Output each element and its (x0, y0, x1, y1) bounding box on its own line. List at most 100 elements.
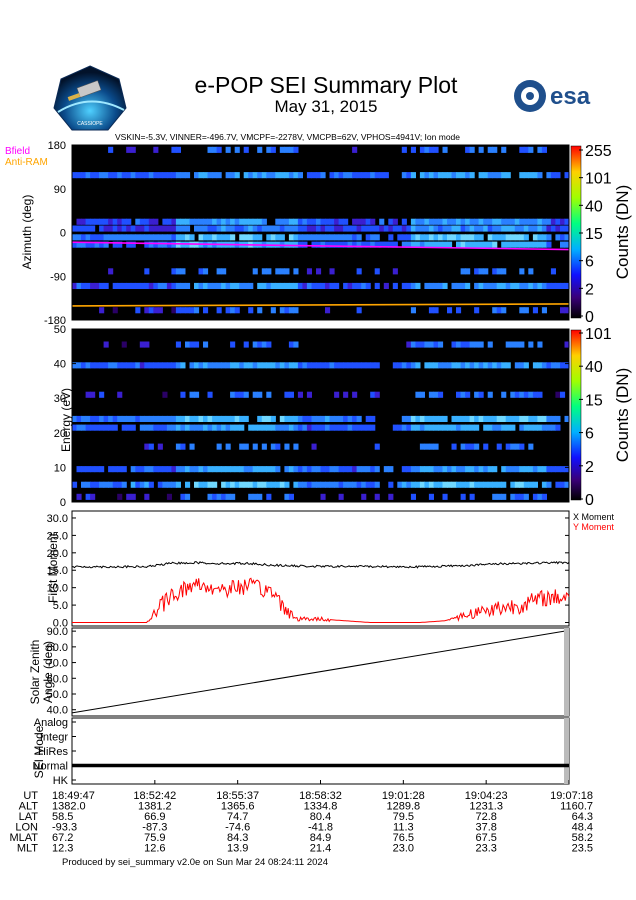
energy-band-1-cell (465, 362, 471, 369)
azimuth-band-2-cell (532, 218, 538, 225)
energy-band-8-cell (266, 493, 272, 500)
energy-band-3-cell (460, 415, 466, 422)
energy-band-7-cell (401, 481, 407, 488)
energy-band-1-cell (221, 362, 227, 369)
azimuth-band-1-cell (288, 172, 294, 179)
energy-band-3-cell (198, 415, 204, 422)
azimuth-band-8-cell (293, 307, 299, 314)
y-moment-line (72, 577, 570, 623)
azimuth-band-1-cell (252, 172, 258, 179)
energy-band-7-cell (361, 481, 367, 488)
azimuth-band-7-cell (266, 282, 272, 289)
azimuth-band-6-cell (465, 268, 471, 275)
time-axis-value: 19:04:23 (465, 790, 508, 802)
energy-band-5-cell (528, 443, 534, 450)
azimuth-band-8-cell (230, 307, 236, 314)
azimuth-band-2-cell (433, 218, 439, 225)
time-axis-value: 84.3 (227, 832, 248, 844)
energy-band-6-cell (415, 466, 421, 473)
legend-bfield: Bfield (5, 146, 30, 157)
energy-band-6-cell (519, 466, 525, 473)
azimuth-band-5-cell (469, 241, 475, 248)
energy-band-7-cell (320, 481, 326, 488)
azimuth-band-4-cell (162, 234, 168, 241)
azimuth-colorbar-tick-label: 101 (585, 171, 612, 188)
azimuth-band-1-cell (505, 172, 511, 179)
energy-band-2-cell (234, 391, 240, 398)
azimuth-band-4-cell (469, 234, 475, 241)
legend-antiram: Anti-RAM (5, 157, 48, 168)
azimuth-ytick-label: -90 (50, 271, 66, 283)
azimuth-band-7-cell (198, 282, 204, 289)
azimuth-band-5-cell (519, 241, 525, 248)
azimuth-band-3-cell (483, 225, 489, 232)
time-axis-row-label: MLAT (9, 832, 38, 844)
azimuth-band-7-cell (288, 282, 294, 289)
azimuth-band-3-cell (541, 225, 547, 232)
azimuth-band-7-cell (523, 282, 529, 289)
energy-band-6-cell (388, 466, 394, 473)
energy-band-1-cell (157, 362, 163, 369)
azimuth-band-7-cell (230, 282, 236, 289)
azimuth-band-3-cell (85, 225, 91, 232)
azimuth-band-7-cell (528, 282, 534, 289)
energy-band-4-cell (523, 424, 529, 431)
energy-band-7-cell (144, 481, 150, 488)
energy-band-7-cell (519, 481, 525, 488)
azimuth-band-3-cell (546, 225, 552, 232)
azimuth-band-3-cell (528, 225, 534, 232)
time-axis-row-label: LAT (19, 811, 39, 823)
energy-band-3-cell (139, 415, 145, 422)
energy-band-6-cell (94, 466, 100, 473)
first-moment-ytick-label: 15.0 (47, 565, 68, 577)
energy-band-6-cell (157, 466, 163, 473)
energy-band-3-cell (148, 415, 154, 422)
azimuth-band-5-cell (297, 241, 303, 248)
energy-band-0-cell (415, 341, 421, 348)
azimuth-band-4-cell (410, 234, 416, 241)
azimuth-band-1-cell (135, 172, 141, 179)
energy-band-3-cell (356, 415, 362, 422)
azimuth-band-5-cell (415, 241, 421, 248)
time-axis-value: 75.9 (144, 832, 165, 844)
energy-band-3-cell (99, 415, 105, 422)
energy-band-6-cell (130, 466, 136, 473)
energy-band-8-cell (288, 493, 294, 500)
energy-band-2-cell (194, 391, 200, 398)
azimuth-band-4-cell (198, 234, 204, 241)
energy-band-8-cell (519, 493, 525, 500)
azimuth-band-4-cell (505, 234, 511, 241)
energy-band-2-cell (433, 391, 439, 398)
azimuth-band-1-cell (266, 172, 272, 179)
energy-band-5-cell (514, 443, 520, 450)
time-axis-value: 84.9 (310, 832, 331, 844)
azimuth-band-5-cell (144, 241, 150, 248)
energy-band-4-cell (528, 424, 534, 431)
azimuth-band-2-cell (207, 218, 213, 225)
sei-mode-panel: Analog Integr HiRes Normal HK SEI Mode (32, 717, 570, 787)
azimuth-band-3-cell (288, 225, 294, 232)
energy-band-2-cell (510, 391, 516, 398)
energy-band-7-cell (365, 481, 371, 488)
azimuth-band-4-cell (139, 234, 145, 241)
energy-band-6-cell (284, 466, 290, 473)
azimuth-band-7-cell (166, 282, 172, 289)
azimuth-band-5-cell (532, 241, 538, 248)
x-moment-line (71, 561, 570, 569)
energy-band-3-cell (94, 415, 100, 422)
azimuth-band-3-cell (72, 225, 78, 232)
time-axis-value: 18:52:42 (133, 790, 176, 802)
energy-band-1-cell (370, 362, 376, 369)
azimuth-band-1-cell (216, 172, 222, 179)
azimuth-band-8-cell (279, 307, 285, 314)
azimuth-band-1-cell (130, 172, 136, 179)
energy-band-1-cell (72, 362, 78, 369)
energy-band-3-cell (234, 415, 240, 422)
azimuth-band-4-cell (415, 234, 421, 241)
azimuth-band-3-cell (442, 225, 448, 232)
energy-band-7-cell (478, 481, 484, 488)
azimuth-band-2-cell (144, 218, 150, 225)
azimuth-band-1-cell (171, 172, 177, 179)
azimuth-band-3-cell (293, 225, 299, 232)
energy-band-4-cell (316, 424, 322, 431)
